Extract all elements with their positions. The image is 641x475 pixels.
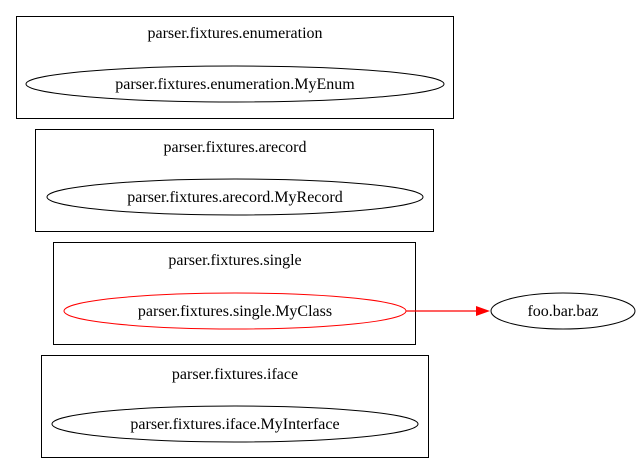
cluster-single: parser.fixtures.single parser.fixtures.s… bbox=[53, 242, 416, 345]
cluster-iface: parser.fixtures.iface parser.fixtures.if… bbox=[41, 355, 429, 458]
arrowhead-icon bbox=[476, 306, 490, 316]
edge-myclass-to-foo-bar-baz bbox=[406, 306, 490, 316]
node-myrecord[interactable] bbox=[46, 178, 424, 216]
node-myrecord-label: parser.fixtures.arecord.MyRecord bbox=[127, 189, 342, 206]
node-foo-bar-baz-label: foo.bar.baz bbox=[527, 303, 598, 320]
node-myenum-label: parser.fixtures.enumeration.MyEnum bbox=[115, 76, 355, 93]
cluster-arecord: parser.fixtures.arecord parser.fixtures.… bbox=[35, 129, 434, 232]
node-myenum[interactable] bbox=[25, 65, 445, 103]
cluster-enumeration: parser.fixtures.enumeration parser.fixtu… bbox=[16, 16, 454, 119]
external-node-foo-bar-baz: foo.bar.baz bbox=[490, 292, 636, 330]
cluster-arecord-label: parser.fixtures.arecord bbox=[163, 139, 306, 156]
node-foo-bar-baz[interactable] bbox=[490, 292, 636, 330]
node-myinterface-label: parser.fixtures.iface.MyInterface bbox=[130, 416, 339, 433]
cluster-enumeration-label: parser.fixtures.enumeration bbox=[147, 25, 322, 42]
cluster-iface-label: parser.fixtures.iface bbox=[172, 366, 298, 383]
node-myinterface[interactable] bbox=[51, 405, 419, 443]
node-myclass-label: parser.fixtures.single.MyClass bbox=[138, 303, 332, 320]
cluster-single-label: parser.fixtures.single bbox=[168, 252, 301, 269]
